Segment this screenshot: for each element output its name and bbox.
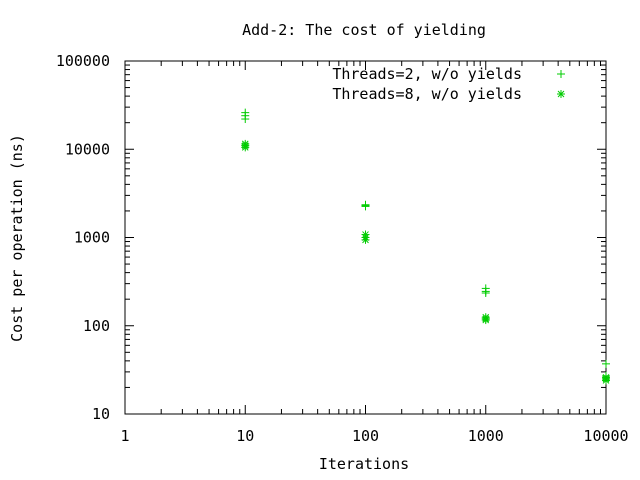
legend-marker — [557, 70, 565, 78]
chart-title: Add-2: The cost of yielding — [242, 21, 486, 39]
legend: Threads=2, w/o yields Threads=8, w/o yiel… — [332, 65, 565, 103]
y-tick-labels: 10 100 1000 10000 100000 — [56, 52, 110, 423]
data-point — [481, 316, 490, 325]
x-tick-label: 100 — [352, 427, 379, 445]
x-tick-label: 10 — [236, 427, 254, 445]
legend-marker — [557, 90, 565, 98]
y-tick-label: 10000 — [65, 140, 110, 158]
legend-label: Threads=2, w/o yields — [332, 65, 522, 83]
y-tick-label: 100000 — [56, 52, 110, 70]
x-tick-label: 10000 — [583, 427, 628, 445]
y-axis-label: Cost per operation (ns) — [8, 134, 26, 342]
data-point — [241, 115, 250, 124]
x-tick-labels: 1 10 100 1000 10000 — [120, 427, 628, 445]
data-point — [602, 376, 610, 385]
data-point — [602, 359, 610, 368]
data-points — [241, 108, 610, 385]
axis-ticks — [124, 60, 607, 415]
data-point — [361, 235, 370, 244]
data-point — [241, 143, 250, 152]
y-tick-label: 10 — [92, 405, 110, 423]
y-tick-label: 100 — [83, 317, 110, 335]
x-tick-label: 1 — [120, 427, 129, 445]
x-axis-label: Iterations — [319, 455, 409, 473]
data-point — [361, 202, 370, 211]
y-tick-label: 1000 — [74, 229, 110, 247]
legend-label: Threads=8, w/o yields — [332, 85, 522, 103]
x-tick-label: 1000 — [468, 427, 504, 445]
data-point — [481, 289, 490, 298]
